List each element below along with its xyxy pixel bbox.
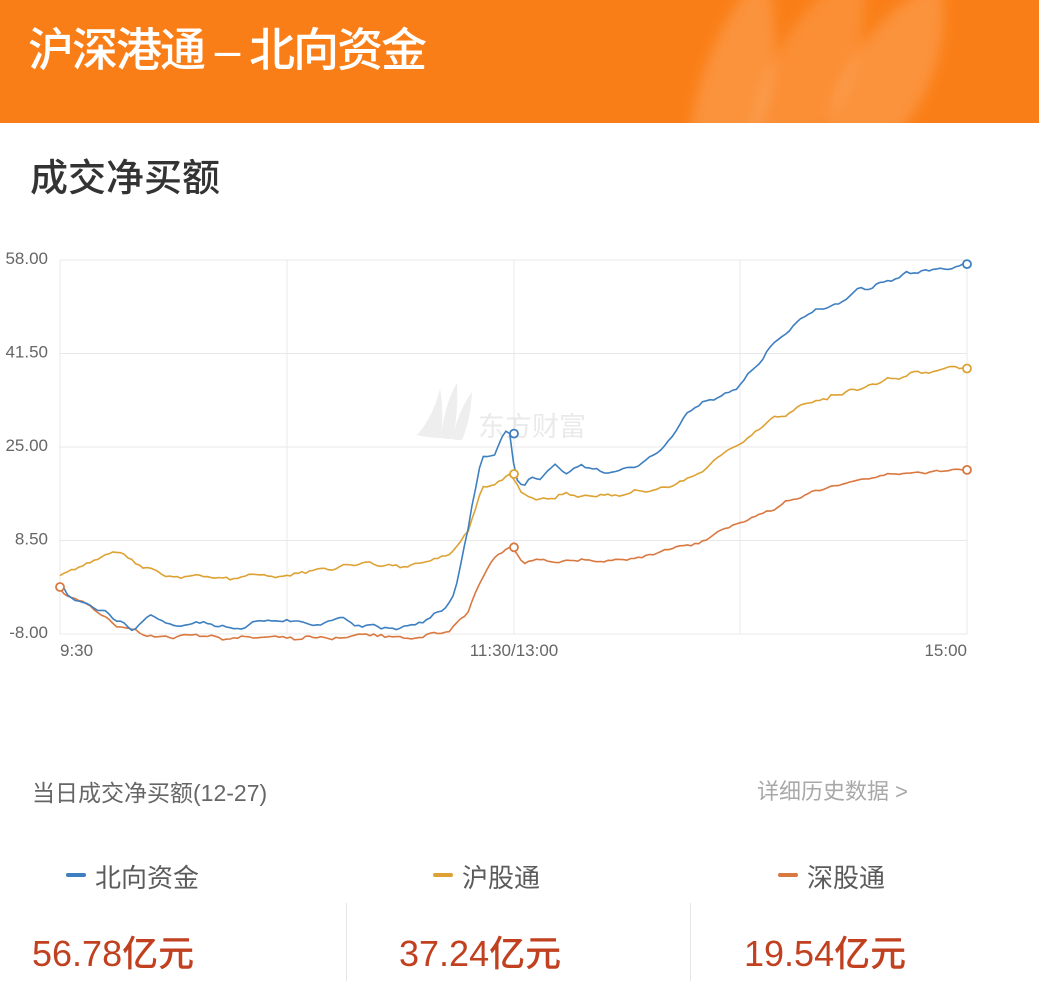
svg-text:东方财富: 东方财富	[478, 412, 586, 442]
svg-text:15:00: 15:00	[924, 641, 967, 658]
svg-text:9:30: 9:30	[60, 641, 93, 658]
svg-text:25.00: 25.00	[5, 436, 48, 455]
svg-text:8.50: 8.50	[15, 530, 48, 549]
svg-text:41.50: 41.50	[5, 343, 48, 362]
svg-text:11:30/13:00: 11:30/13:00	[470, 641, 559, 658]
svg-text:-8.00: -8.00	[9, 623, 48, 642]
svg-text:58.00: 58.00	[5, 249, 48, 268]
